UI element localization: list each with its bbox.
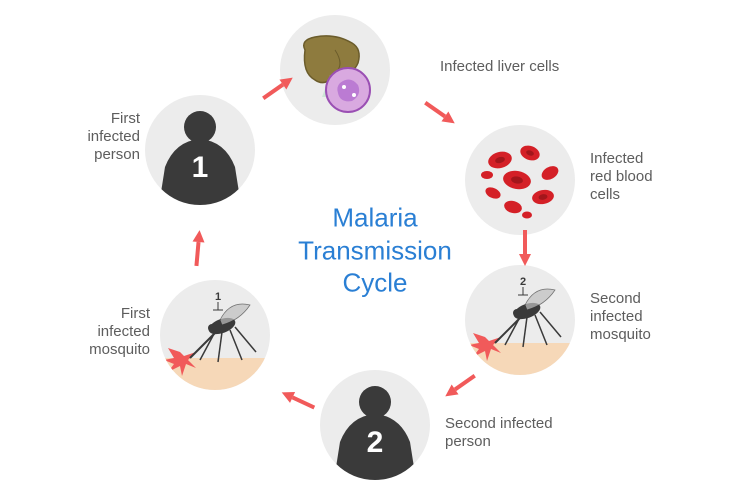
arrow-rbc-mosquito2 bbox=[517, 228, 533, 268]
mosquito-icon: 2 bbox=[465, 265, 575, 375]
mosquito-icon: 1 bbox=[160, 280, 270, 390]
node-circle bbox=[465, 125, 575, 235]
label-rbc: Infected red blood cells bbox=[590, 150, 653, 204]
node-circle: 1 bbox=[145, 95, 255, 205]
svg-text:2: 2 bbox=[367, 426, 384, 459]
svg-text:1: 1 bbox=[192, 151, 209, 184]
label-mosquito-2: Second infected mosquito bbox=[590, 290, 651, 344]
diagram-title: Malaria Transmission Cycle bbox=[298, 201, 452, 299]
person-icon: 2 bbox=[320, 370, 430, 480]
node-circle: 2 bbox=[465, 265, 575, 375]
red-blood-cells-icon bbox=[465, 125, 575, 235]
person-icon: 1 bbox=[145, 95, 255, 205]
svg-text:2: 2 bbox=[520, 276, 526, 288]
node-person-1: 1 bbox=[145, 95, 255, 205]
node-mosquito-1: 1 bbox=[160, 280, 270, 390]
label-liver: Infected liver cells bbox=[440, 58, 559, 76]
title-line-3: Cycle bbox=[298, 266, 452, 299]
label-person-2: Second infected person bbox=[445, 415, 553, 451]
arrow-mosquito1-person1 bbox=[188, 227, 207, 268]
node-mosquito-2: 2 bbox=[465, 265, 575, 375]
node-circle bbox=[280, 15, 390, 125]
node-person-2: 2 bbox=[320, 370, 430, 480]
arrow-liver-rbc bbox=[419, 95, 461, 131]
label-person-1: First infected person bbox=[82, 110, 140, 164]
node-circle: 2 bbox=[320, 370, 430, 480]
title-line-2: Transmission bbox=[298, 234, 452, 267]
arrow-mosquito2-person2 bbox=[439, 368, 481, 404]
label-mosquito-1: First infected mosquito bbox=[82, 305, 150, 359]
title-line-1: Malaria bbox=[298, 201, 452, 234]
svg-text:1: 1 bbox=[215, 291, 221, 303]
node-circle: 1 bbox=[160, 280, 270, 390]
node-rbc bbox=[465, 125, 575, 235]
malaria-cycle-diagram: Malaria Transmission Cycle Infected live… bbox=[0, 0, 750, 500]
arrow-person2-mosquito1 bbox=[276, 384, 319, 415]
node-liver bbox=[280, 15, 390, 125]
liver-cells-icon bbox=[280, 15, 390, 125]
